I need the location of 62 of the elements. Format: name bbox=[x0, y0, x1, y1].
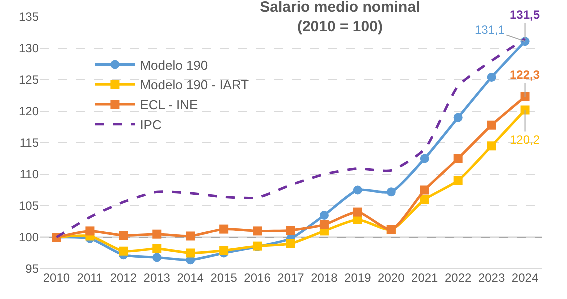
point bbox=[152, 253, 162, 262]
point bbox=[119, 246, 128, 256]
data-label: 122,3 bbox=[510, 68, 540, 82]
y-tick-label: 125 bbox=[18, 73, 40, 88]
chart-title: Salario medio nominal (2010 = 100) bbox=[260, 0, 420, 36]
point bbox=[487, 72, 496, 82]
y-tick-label: 135 bbox=[18, 10, 40, 24]
legend-label: IPC bbox=[140, 117, 162, 132]
x-tick-label: 2013 bbox=[144, 271, 171, 285]
point bbox=[186, 248, 196, 258]
x-tick-label: 2024 bbox=[512, 271, 539, 285]
x-tick-label: 2012 bbox=[110, 271, 138, 285]
legend-label: Modelo 190 bbox=[140, 58, 208, 73]
point bbox=[454, 176, 463, 186]
y-tick-label: 100 bbox=[18, 230, 40, 245]
y-tick-label: 130 bbox=[18, 42, 40, 56]
x-tick-label: 2022 bbox=[444, 271, 472, 285]
legend-label: Modelo 190 - IART bbox=[140, 78, 250, 93]
point bbox=[286, 239, 296, 248]
y-tick-label: 120 bbox=[18, 104, 40, 119]
point bbox=[152, 230, 162, 239]
point bbox=[487, 120, 496, 130]
data-label: 131,1 bbox=[475, 23, 506, 37]
y-tick-label: 105 bbox=[18, 199, 40, 214]
x-tick-label: 2020 bbox=[378, 271, 406, 285]
x-tick-label: 2016 bbox=[244, 271, 272, 285]
point bbox=[320, 220, 329, 230]
point bbox=[420, 154, 430, 164]
point bbox=[119, 231, 128, 240]
x-tick-label: 2014 bbox=[177, 271, 204, 285]
x-tick-label: 2019 bbox=[344, 271, 372, 285]
point bbox=[86, 226, 95, 236]
point bbox=[286, 226, 296, 236]
point bbox=[520, 92, 530, 102]
point bbox=[186, 232, 196, 241]
point bbox=[220, 224, 229, 234]
point bbox=[454, 113, 463, 122]
point bbox=[520, 106, 530, 115]
point bbox=[420, 195, 430, 204]
data-label: 131,5 bbox=[510, 8, 540, 22]
point bbox=[320, 210, 329, 220]
point bbox=[353, 208, 362, 217]
data-label: 120,2 bbox=[510, 133, 540, 147]
y-tick-label: 115 bbox=[20, 136, 40, 150]
point bbox=[353, 186, 362, 195]
x-tick-label: 2018 bbox=[311, 271, 338, 285]
x-tick-label: 2011 bbox=[77, 271, 104, 285]
point bbox=[487, 142, 496, 151]
point bbox=[420, 186, 430, 195]
x-tick-label: 2010 bbox=[43, 271, 70, 285]
point bbox=[386, 188, 396, 197]
point bbox=[454, 154, 463, 164]
legend-label: ECL - INE bbox=[140, 98, 199, 113]
point bbox=[220, 246, 229, 256]
x-tick-label: 2023 bbox=[478, 271, 506, 285]
x-tick-label: 2015 bbox=[210, 271, 238, 285]
y-tick-label: 110 bbox=[20, 168, 40, 182]
x-tick-label: 2021 bbox=[412, 271, 439, 285]
point bbox=[253, 226, 262, 236]
y-tick-label: 95 bbox=[26, 262, 40, 276]
point bbox=[152, 244, 162, 254]
x-tick-label: 2017 bbox=[278, 271, 305, 285]
